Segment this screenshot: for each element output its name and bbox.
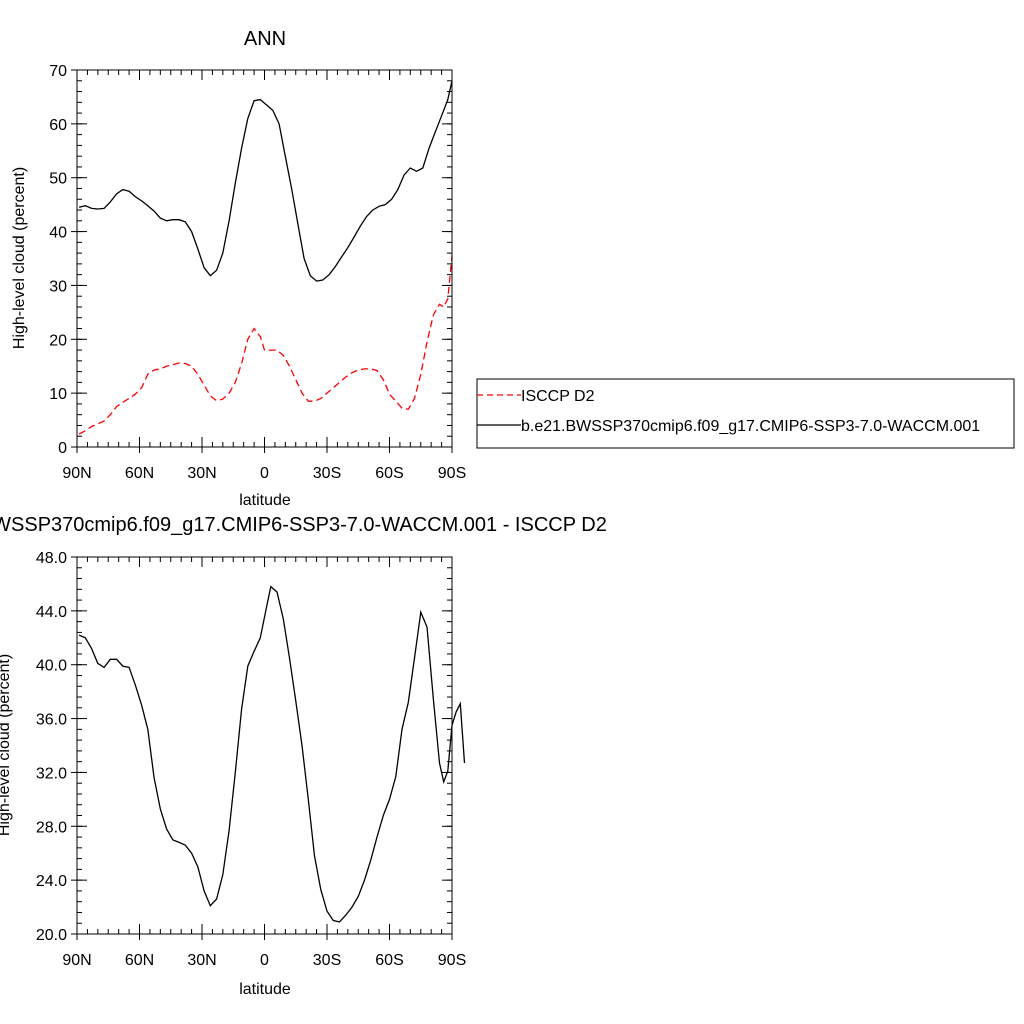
legend-label-model: b.e21.BWSSP370cmip6.f09_g17.CMIP6-SSP3-7… [521, 418, 980, 435]
x-tick-label: 60S [375, 952, 403, 969]
legend-frame [476, 378, 1015, 449]
y-tick-label: 36.0 [36, 712, 67, 729]
y-tick-label: 60 [49, 117, 67, 134]
chart-bottom: b.e21.BWSSP370cmip6.f09_g17.CMIP6-SSP3-7… [0, 514, 607, 998]
chart-top-ticks: 90N 60N 30N 0 30S 60S 90S 0 10 20 30 40 50 60 70 [49, 63, 466, 482]
x-tick-label: 60N [125, 952, 154, 969]
y-tick-label: 70 [49, 63, 67, 80]
y-tick-label: 20.0 [36, 927, 67, 944]
x-tick-label: 30S [313, 952, 341, 969]
chart-top-lines [78, 80, 453, 435]
x-tick-label: 30N [187, 465, 216, 482]
chart-top-ylabel: High-level cloud (percent) [11, 167, 28, 349]
chart-top-xlabel: latitude [239, 492, 291, 509]
legend-label-isccp: ISCCP D2 [521, 388, 595, 405]
x-tick-label: 60S [375, 465, 403, 482]
chart-bottom-lines [78, 585, 466, 923]
series-line-model [78, 585, 466, 923]
x-tick-label: 60N [125, 465, 154, 482]
y-tick-label: 20 [49, 332, 67, 349]
chart-bottom-title: b.e21.BWSSP370cmip6.f09_g17.CMIP6-SSP3-7… [0, 514, 607, 536]
chart-bottom-ticks: 90N 60N 30N 0 30S 60S 90S 20.0 24.0 28.0 32.0 36.0 4… [36, 550, 466, 969]
x-tick-label: 30S [313, 465, 341, 482]
series-line-isccp [78, 255, 453, 435]
chart-top: ANN latitude High-level cloud (percent) … [11, 28, 466, 509]
y-tick-label: 44.0 [36, 604, 67, 621]
chart-bottom-frame [76, 556, 453, 935]
y-tick-label: 50 [49, 171, 67, 188]
y-tick-label: 28.0 [36, 819, 67, 836]
x-tick-label: 0 [260, 465, 269, 482]
y-tick-label: 24.0 [36, 873, 67, 890]
chart-top-legend: ISCCP D2 b.e21.BWSSP370cmip6.f09_g17.CMI… [476, 378, 1015, 449]
chart-top-frame [76, 69, 453, 448]
x-tick-label: 90S [438, 465, 466, 482]
x-tick-label: 90N [62, 465, 91, 482]
x-tick-label: 90N [62, 952, 91, 969]
y-tick-label: 48.0 [36, 550, 67, 567]
chart-top-title: ANN [244, 28, 286, 50]
y-tick-label: 0 [58, 440, 67, 457]
series-line-model [78, 80, 453, 282]
y-tick-label: 10 [49, 386, 67, 403]
y-tick-label: 40.0 [36, 658, 67, 675]
x-tick-label: 90S [438, 952, 466, 969]
chart-bottom-ylabel: High-level cloud (percent) [0, 654, 13, 836]
x-tick-label: 30N [187, 952, 216, 969]
y-tick-label: 30 [49, 278, 67, 295]
y-tick-label: 32.0 [36, 765, 67, 782]
y-tick-label: 40 [49, 225, 67, 242]
chart-bottom-xlabel: latitude [239, 981, 291, 998]
x-tick-label: 0 [260, 952, 269, 969]
